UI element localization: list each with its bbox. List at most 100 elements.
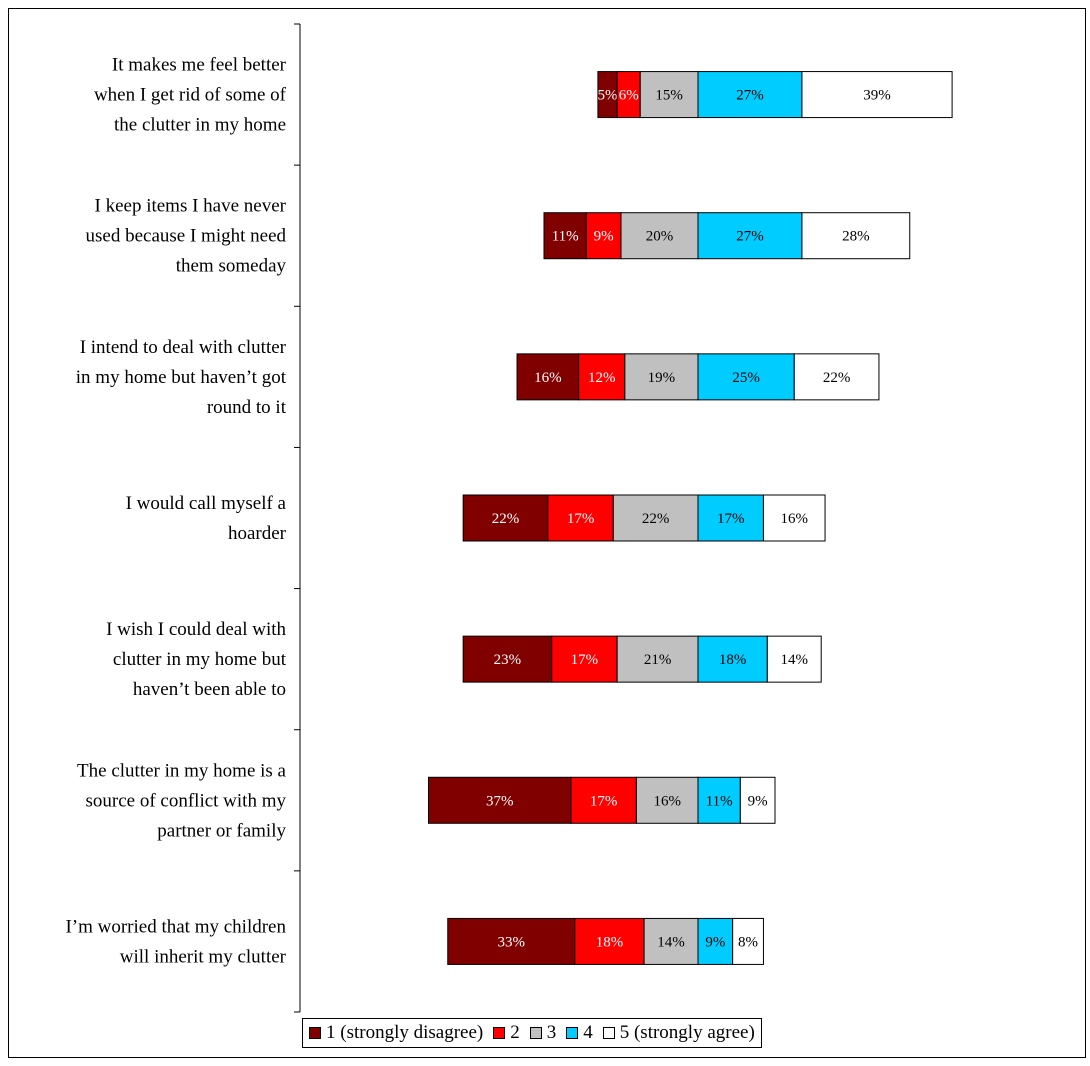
legend-swatch bbox=[309, 1027, 321, 1039]
chart-frame bbox=[8, 8, 1086, 1058]
bar-segment bbox=[620, 212, 699, 260]
data-label: 17% bbox=[717, 511, 745, 527]
data-label: 16% bbox=[781, 511, 809, 527]
category-label-line: them someday bbox=[176, 256, 287, 277]
legend-item: 4 bbox=[566, 1022, 593, 1044]
legend-label: 4 bbox=[583, 1022, 593, 1043]
data-label: 12% bbox=[588, 370, 616, 386]
data-label: 9% bbox=[705, 934, 725, 950]
data-label: 22% bbox=[642, 511, 670, 527]
category-label-line: when I get rid of some of bbox=[94, 85, 287, 106]
data-label: 9% bbox=[748, 793, 768, 809]
data-label: 16% bbox=[534, 370, 562, 386]
data-label: 22% bbox=[492, 511, 520, 527]
legend-item: 3 bbox=[529, 1022, 557, 1044]
data-label: 39% bbox=[863, 88, 891, 104]
legend-swatch bbox=[493, 1027, 506, 1039]
legend-swatch bbox=[529, 1027, 542, 1039]
bar-segment bbox=[697, 353, 795, 401]
bar-segment bbox=[697, 917, 734, 965]
bar-segment bbox=[516, 353, 580, 401]
category-label: I would call myself a hoarder bbox=[126, 493, 287, 544]
bar-segment bbox=[762, 494, 826, 542]
category-label-line: It makes me feel better bbox=[112, 55, 287, 76]
bar-segment bbox=[543, 212, 587, 260]
bar-segment bbox=[547, 494, 614, 542]
category-label-line: partner or family bbox=[157, 820, 286, 841]
category-label-line: source of conflict with my bbox=[85, 790, 286, 811]
bar-segment bbox=[801, 71, 953, 119]
category-label-line: I wish I could deal with bbox=[106, 619, 286, 640]
category-label: I intend to deal with clutter in my home … bbox=[76, 337, 287, 418]
category-label: I keep items I have never used because I … bbox=[86, 196, 287, 277]
bar-segment bbox=[732, 917, 764, 965]
data-label: 9% bbox=[594, 229, 614, 245]
bar-segment bbox=[643, 917, 699, 965]
bar-segment bbox=[578, 353, 626, 401]
category-label: I’m worried that my children will inherit… bbox=[65, 916, 286, 967]
data-label: 11% bbox=[552, 229, 579, 245]
data-label: 27% bbox=[736, 88, 764, 104]
category-label-line: I intend to deal with clutter bbox=[80, 337, 287, 358]
data-label: 14% bbox=[657, 934, 685, 950]
data-label: 25% bbox=[732, 370, 760, 386]
data-label: 11% bbox=[706, 793, 733, 809]
bar-segment bbox=[574, 917, 645, 965]
data-label: 17% bbox=[590, 793, 618, 809]
category-label-line: I keep items I have never bbox=[95, 196, 287, 217]
data-label: 6% bbox=[619, 88, 639, 104]
bar-segment bbox=[624, 353, 699, 401]
legend-swatch bbox=[602, 1027, 615, 1039]
bar-segment bbox=[570, 776, 637, 824]
bar-segment bbox=[551, 635, 618, 683]
bar-segment bbox=[447, 917, 576, 965]
bar-segment bbox=[766, 635, 822, 683]
data-label: 21% bbox=[644, 652, 672, 668]
data-label: 18% bbox=[719, 652, 747, 668]
legend-label: 3 bbox=[546, 1022, 557, 1043]
data-label: 18% bbox=[596, 934, 624, 950]
bar-segment bbox=[697, 71, 803, 119]
bar-segment bbox=[697, 494, 764, 542]
bar-segment bbox=[616, 635, 699, 683]
data-label: 8% bbox=[738, 934, 758, 950]
category-label-line: clutter in my home but bbox=[113, 649, 287, 670]
category-label-line: hoarder bbox=[228, 523, 287, 544]
data-label: 23% bbox=[494, 652, 522, 668]
category-label-line: I’m worried that my children bbox=[65, 916, 286, 937]
category-label-line: used because I might need bbox=[86, 226, 287, 247]
category-label: The clutter in my home is a source of con… bbox=[77, 760, 287, 841]
bar-segment bbox=[612, 494, 699, 542]
category-label-line: will inherit my clutter bbox=[120, 946, 287, 967]
category-label-line: haven’t been able to bbox=[133, 679, 286, 700]
bar-segment bbox=[462, 494, 549, 542]
legend-label: 2 bbox=[510, 1022, 520, 1043]
data-label: 17% bbox=[567, 511, 595, 527]
bar-segment bbox=[639, 71, 699, 119]
data-label: 19% bbox=[648, 370, 676, 386]
data-label: 14% bbox=[781, 652, 809, 668]
category-label-line: I would call myself a bbox=[126, 493, 287, 514]
bar-segment bbox=[635, 776, 699, 824]
category-label-line: The clutter in my home is a bbox=[77, 760, 287, 781]
data-label: 33% bbox=[498, 934, 526, 950]
category-label-line: the clutter in my home bbox=[114, 115, 286, 136]
legend-label: 1 (strongly disagree) bbox=[326, 1022, 484, 1043]
data-label: 20% bbox=[646, 229, 674, 245]
bar-segment bbox=[462, 635, 553, 683]
legend-swatch bbox=[566, 1027, 579, 1039]
category-label-line: in my home but haven’t got bbox=[76, 367, 287, 388]
data-label: 17% bbox=[571, 652, 599, 668]
legend-item: 5 (strongly agree) bbox=[602, 1022, 755, 1044]
bar-segment bbox=[585, 212, 622, 260]
legend-item: 2 bbox=[493, 1022, 520, 1044]
legend: 1 (strongly disagree) 2 3 4 5 (strongly agre… bbox=[302, 1018, 762, 1048]
bar-segment bbox=[739, 776, 776, 824]
data-label: 27% bbox=[736, 229, 764, 245]
bar-segment bbox=[793, 353, 880, 401]
data-label: 28% bbox=[842, 229, 870, 245]
bar-segment bbox=[801, 212, 911, 260]
category-label: It makes me feel better when I get rid of… bbox=[94, 55, 287, 136]
legend-label: 5 (strongly agree) bbox=[619, 1022, 755, 1043]
